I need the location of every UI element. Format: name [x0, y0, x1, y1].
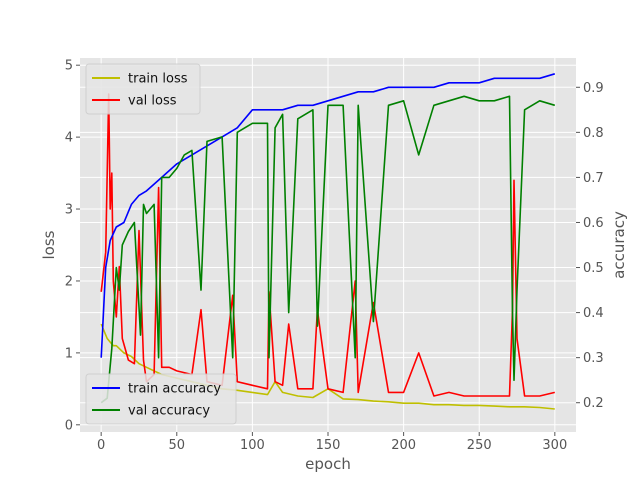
- series-layer: [100, 73, 556, 410]
- series-line-train-loss: [100, 323, 555, 410]
- y-tick-label-left: 0: [65, 418, 73, 433]
- y-axis-label-right: accuracy: [610, 211, 628, 279]
- x-tick-label: 200: [391, 438, 416, 453]
- y-tick-label-right: 0.5: [583, 261, 604, 276]
- x-tick-label: 250: [467, 438, 492, 453]
- tick-layer: 0 50 100 150 200 250 300 0 1 2 3 4 5 0.2 0.3 0.4 0.5 0.6 0…: [65, 59, 604, 453]
- y-tick-label-right: 0.8: [583, 126, 604, 141]
- y-tick-label-left: 2: [65, 274, 73, 289]
- y-tick-label-left: 5: [65, 59, 73, 74]
- y-tick-label-right: 0.7: [583, 171, 604, 186]
- y-tick-label-right: 0.2: [583, 396, 604, 411]
- grid: [80, 58, 576, 432]
- x-tick-label: 50: [169, 438, 186, 453]
- series-line-val-accuracy: [100, 95, 556, 404]
- legend-label: train loss: [128, 72, 188, 87]
- y-tick-label-left: 4: [65, 131, 73, 146]
- x-tick-label: 100: [240, 438, 265, 453]
- y-tick-label-right: 0.9: [583, 81, 604, 96]
- y-tick-label-right: 0.3: [583, 351, 604, 366]
- legend-label: val accuracy: [128, 404, 210, 419]
- legend-box: [85, 373, 237, 425]
- legend-accuracy: train accuracy val accuracy: [85, 373, 237, 425]
- x-tick-label: 0: [97, 438, 105, 453]
- series-line-train-accuracy: [100, 73, 556, 358]
- legend-label: val loss: [128, 94, 177, 109]
- x-tick-label: 300: [542, 438, 567, 453]
- y-axis-label-left: loss: [40, 230, 58, 259]
- legend-box: [85, 63, 201, 115]
- legend-loss: train loss val loss: [85, 63, 201, 115]
- x-tick-label: 150: [316, 438, 341, 453]
- y-tick-label-left: 1: [65, 346, 73, 361]
- y-tick-label-right: 0.4: [583, 306, 604, 321]
- y-tick-label-right: 0.6: [583, 216, 604, 231]
- legend-label: train accuracy: [128, 382, 221, 397]
- x-axis-label: epoch: [305, 455, 351, 473]
- y-tick-label-left: 3: [65, 203, 73, 218]
